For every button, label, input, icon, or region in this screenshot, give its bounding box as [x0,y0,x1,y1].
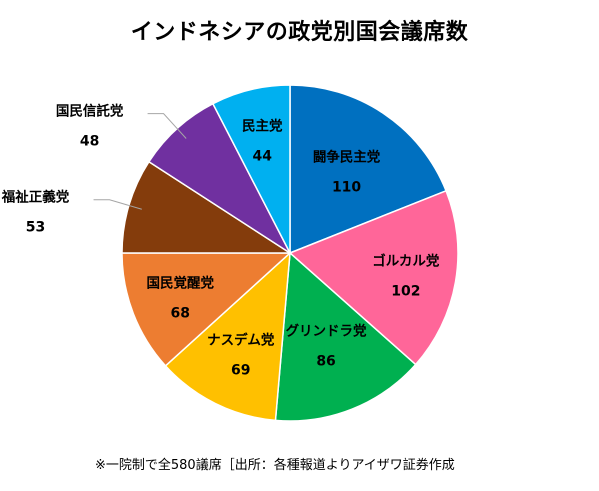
slice-label-name: ナスデム党 [207,331,275,348]
slice-label-value: 69 [231,362,250,378]
pie-slice [274,251,417,422]
leader-line [93,199,142,210]
slice-label-name: 闘争民主党 [313,149,381,166]
slice-label-value: 53 [26,220,45,236]
slice-label-value: 48 [80,134,99,150]
slice-label-value: 102 [391,283,420,299]
slice-label-name: 国民信託党 [56,103,124,120]
slice-label-value: 110 [332,180,361,196]
slice-label-name: 民主党 [242,118,283,135]
slice-label-value: 86 [316,354,335,370]
slice-label-value: 68 [171,305,190,321]
pie-slice [121,252,292,367]
slice-label-name: 国民覚醒党 [147,274,215,291]
slice-label-name: グリンドラ党 [286,323,367,340]
pie-slice [164,251,291,422]
slice-label-value: 44 [252,149,272,165]
chart-title: インドネシアの政党別国会議席数 [130,20,469,45]
slice-label-name: 福祉正義党 [1,189,70,206]
chart-footnote: ※一院制で全580議席［出所：各種報道よりアイザワ証券作成 [95,458,455,473]
leader-line [147,113,187,139]
slice-label-name: ゴルカル党 [372,252,440,269]
pie-slice [211,84,291,254]
pie-slice [289,84,448,255]
pie-slice [288,189,459,366]
